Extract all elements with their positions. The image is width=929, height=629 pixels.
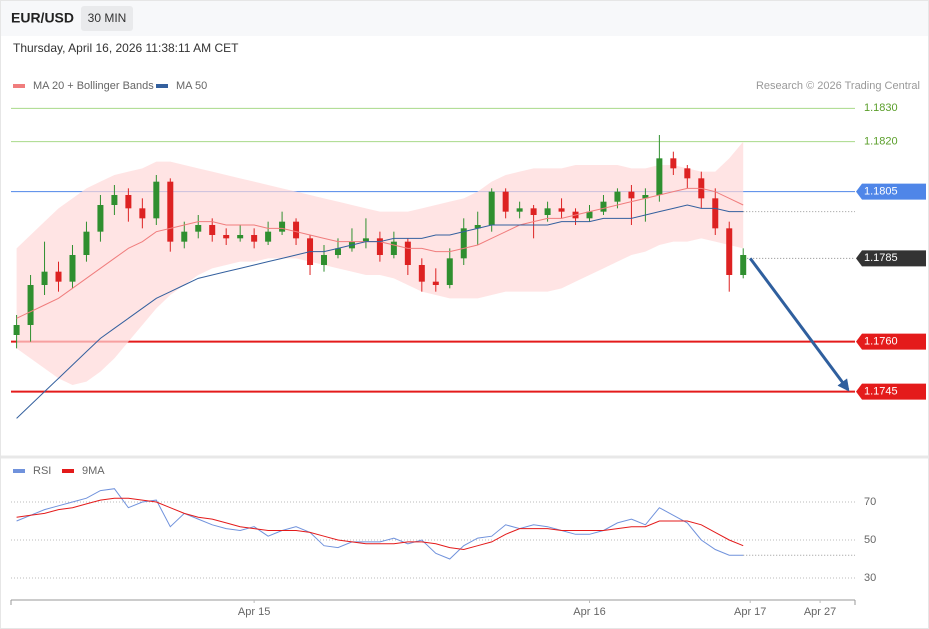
y-tick-label: 70: [864, 496, 876, 508]
candle-body: [265, 231, 272, 242]
x-tick-label: Apr 15: [238, 606, 270, 618]
candle-body: [558, 208, 565, 212]
candle-body: [125, 195, 132, 209]
candle-body: [139, 208, 146, 219]
legend-label: RSI: [33, 465, 51, 477]
candle-body: [69, 255, 76, 282]
candle-body: [740, 255, 747, 275]
candle-body: [516, 208, 523, 212]
candle-body: [27, 285, 34, 325]
candle-body: [181, 231, 188, 242]
legend-label: MA 50: [176, 80, 207, 92]
candle-body: [502, 191, 509, 212]
candle-body: [293, 221, 300, 239]
series-line: [16, 488, 744, 560]
candle-body: [334, 248, 341, 255]
candle-body: [55, 271, 62, 282]
interval[interactable]: 30 MIN: [88, 11, 127, 25]
candle-body: [446, 258, 453, 285]
candle-body: [223, 235, 230, 239]
candle-body: [390, 241, 397, 255]
legend-swatch: [13, 84, 25, 88]
candle-body: [279, 221, 286, 232]
candle-body: [83, 231, 90, 255]
y-tick-label: 50: [864, 534, 876, 546]
timestamp: Thursday, April 16, 2026 11:38:11 AM CET: [13, 41, 239, 55]
candle-body: [321, 255, 328, 265]
candle-body: [404, 241, 411, 265]
x-tick-label: Apr 17: [734, 606, 766, 618]
forecast-arrow: [749, 257, 850, 392]
candle-body: [418, 265, 425, 282]
candle-body: [13, 325, 20, 335]
candle-body: [656, 158, 663, 195]
header-bar: [1, 1, 928, 36]
legend-label: MA 20 + Bollinger Bands: [33, 80, 154, 92]
candle-body: [544, 208, 551, 215]
candle-body: [237, 235, 244, 239]
candle-body: [474, 225, 481, 229]
candle-body: [614, 191, 621, 202]
symbol: EUR/USD: [11, 10, 74, 26]
candle-body: [111, 195, 118, 205]
legend-label: 9MA: [82, 465, 105, 477]
level-label: 1.1785: [864, 252, 898, 264]
candle-body: [684, 168, 691, 179]
level-label: 1.1820: [864, 136, 898, 148]
legend-swatch: [156, 84, 168, 88]
ma-line: [16, 204, 744, 419]
candle-body: [530, 208, 537, 215]
candle-body: [488, 191, 495, 225]
candle-body: [432, 281, 439, 285]
y-tick-label: 30: [864, 572, 876, 584]
legend-swatch: [13, 469, 25, 473]
x-tick-label: Apr 16: [573, 606, 605, 618]
legend-swatch: [62, 469, 74, 473]
candle-body: [460, 228, 467, 259]
candle-body: [586, 211, 593, 219]
candle-body: [642, 195, 649, 199]
candle-body: [195, 225, 202, 232]
candle-body: [670, 158, 677, 169]
candle-body: [376, 238, 383, 255]
candle-body: [628, 191, 635, 199]
x-tick-label: Apr 27: [804, 606, 836, 618]
candle-body: [209, 225, 216, 235]
candle-body: [600, 201, 607, 212]
credit: Research © 2026 Trading Central: [756, 80, 920, 92]
level-label: 1.1830: [864, 102, 898, 114]
level-label: 1.1805: [864, 186, 898, 198]
level-label: 1.1745: [864, 386, 898, 398]
level-label: 1.1760: [864, 336, 898, 348]
candle-body: [167, 181, 174, 242]
level-badge: [856, 250, 926, 267]
candle-body: [251, 235, 258, 242]
candle-body: [726, 228, 733, 275]
candle-body: [97, 205, 104, 232]
candle-body: [41, 271, 48, 285]
level-badge: [856, 183, 926, 200]
series-line: [16, 497, 744, 551]
candle-body: [362, 238, 369, 242]
candle-body: [153, 181, 160, 219]
candle-body: [712, 198, 719, 229]
level-badge: [856, 383, 926, 400]
level-badge: [856, 333, 926, 350]
interval-button[interactable]: [81, 6, 133, 31]
